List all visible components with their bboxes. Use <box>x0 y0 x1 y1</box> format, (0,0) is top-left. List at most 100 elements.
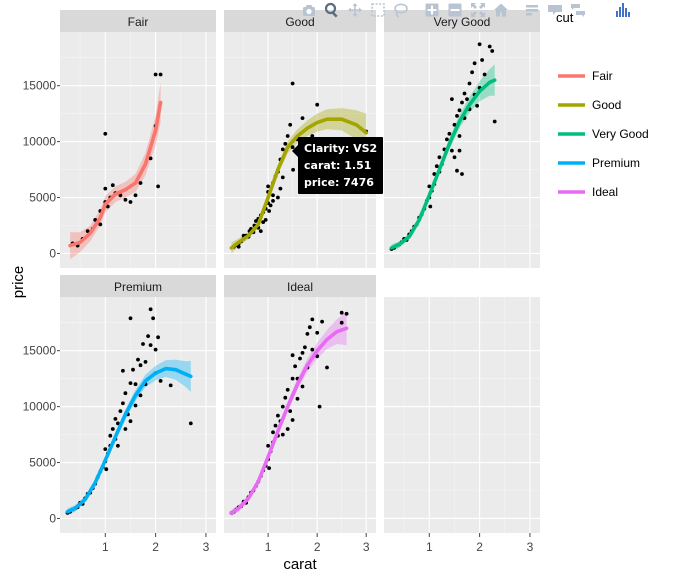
data-point[interactable] <box>158 72 163 77</box>
lasso-select-button[interactable] <box>392 2 410 18</box>
data-point[interactable] <box>131 367 135 372</box>
data-point[interactable] <box>138 393 143 398</box>
data-point[interactable] <box>103 131 108 136</box>
data-point[interactable] <box>128 381 133 385</box>
data-point[interactable] <box>146 334 151 338</box>
smooth-line[interactable] <box>229 326 349 515</box>
data-point[interactable] <box>271 193 275 198</box>
legend-entry-label[interactable]: Premium <box>592 156 640 170</box>
data-point[interactable] <box>280 175 285 180</box>
data-point[interactable] <box>105 204 110 209</box>
data-point[interactable] <box>315 102 320 107</box>
data-point[interactable] <box>85 229 90 234</box>
data-point[interactable] <box>285 134 290 138</box>
data-point[interactable] <box>123 197 128 202</box>
camera-button[interactable] <box>300 2 318 18</box>
data-point[interactable] <box>268 203 273 208</box>
data-point[interactable] <box>310 317 315 322</box>
data-point[interactable] <box>133 382 138 387</box>
data-point[interactable] <box>266 184 270 189</box>
data-point[interactable] <box>450 148 454 153</box>
data-point[interactable] <box>457 148 462 153</box>
data-point[interactable] <box>266 443 270 448</box>
zoom-out-button[interactable] <box>446 2 464 18</box>
data-point[interactable] <box>290 418 295 422</box>
data-point[interactable] <box>267 209 271 213</box>
data-point[interactable] <box>290 81 295 86</box>
data-point[interactable] <box>285 427 290 431</box>
data-point[interactable] <box>151 316 156 321</box>
smooth-line[interactable] <box>65 366 193 514</box>
data-point[interactable] <box>123 391 128 396</box>
data-point[interactable] <box>475 103 479 108</box>
data-point[interactable] <box>293 364 297 369</box>
data-point[interactable] <box>158 379 163 383</box>
data-point[interactable] <box>470 70 474 75</box>
data-point[interactable] <box>452 122 457 127</box>
data-point[interactable] <box>492 119 497 124</box>
data-point[interactable] <box>278 186 283 191</box>
data-point[interactable] <box>128 316 133 321</box>
data-point[interactable] <box>300 351 305 355</box>
data-point[interactable] <box>487 44 492 49</box>
spike-lines-button[interactable] <box>523 2 541 18</box>
data-point[interactable] <box>138 363 143 368</box>
data-point[interactable] <box>143 360 148 364</box>
legend[interactable]: cut Fair Good Very Good Premium Ideal <box>556 10 649 199</box>
data-point[interactable] <box>317 404 322 409</box>
data-point[interactable] <box>104 467 109 472</box>
data-point[interactable] <box>315 354 320 359</box>
data-point[interactable] <box>320 319 324 324</box>
data-point[interactable] <box>108 433 113 438</box>
box-select-button[interactable] <box>369 2 387 18</box>
data-point[interactable] <box>156 335 161 340</box>
data-point[interactable] <box>457 108 462 113</box>
data-point[interactable] <box>133 193 138 198</box>
data-point[interactable] <box>290 353 295 358</box>
legend-entry-label[interactable]: Very Good <box>592 127 649 141</box>
data-point[interactable] <box>462 91 467 96</box>
legend-entry-label[interactable]: Fair <box>592 69 613 83</box>
data-point[interactable] <box>467 81 472 86</box>
zoom-button[interactable] <box>323 2 341 18</box>
legend-entry-label[interactable]: Good <box>592 98 621 112</box>
data-point[interactable] <box>315 330 320 335</box>
data-point[interactable] <box>490 49 495 53</box>
data-point[interactable] <box>273 423 278 428</box>
data-point[interactable] <box>283 395 288 400</box>
data-point[interactable] <box>110 183 115 188</box>
data-point[interactable] <box>133 403 138 408</box>
data-point[interactable] <box>303 345 307 350</box>
data-point[interactable] <box>263 218 268 222</box>
data-point[interactable] <box>103 447 108 451</box>
data-point[interactable] <box>280 432 285 437</box>
data-point[interactable] <box>447 131 452 136</box>
data-point[interactable] <box>288 122 293 127</box>
data-point[interactable] <box>103 186 108 191</box>
data-point[interactable] <box>477 42 482 47</box>
data-point[interactable] <box>148 307 153 312</box>
data-point[interactable] <box>434 164 439 169</box>
data-point[interactable] <box>138 181 143 185</box>
data-point[interactable] <box>121 368 125 373</box>
data-point[interactable] <box>450 97 454 101</box>
data-point[interactable] <box>136 357 140 362</box>
data-point[interactable] <box>295 396 300 401</box>
data-point[interactable] <box>339 310 344 315</box>
data-point[interactable] <box>116 443 120 448</box>
data-point[interactable] <box>457 134 462 138</box>
data-point[interactable] <box>310 134 315 138</box>
data-point[interactable] <box>300 116 305 120</box>
data-point[interactable] <box>427 184 432 189</box>
data-point[interactable] <box>437 155 442 160</box>
data-point[interactable] <box>153 72 158 77</box>
smooth-line[interactable] <box>229 117 368 250</box>
data-point[interactable] <box>460 100 464 105</box>
data-point[interactable] <box>291 167 295 172</box>
data-point[interactable] <box>148 343 153 347</box>
autoscale-button[interactable] <box>469 2 487 18</box>
data-point[interactable] <box>168 383 173 388</box>
data-point[interactable] <box>307 325 312 330</box>
data-point[interactable] <box>280 147 285 152</box>
